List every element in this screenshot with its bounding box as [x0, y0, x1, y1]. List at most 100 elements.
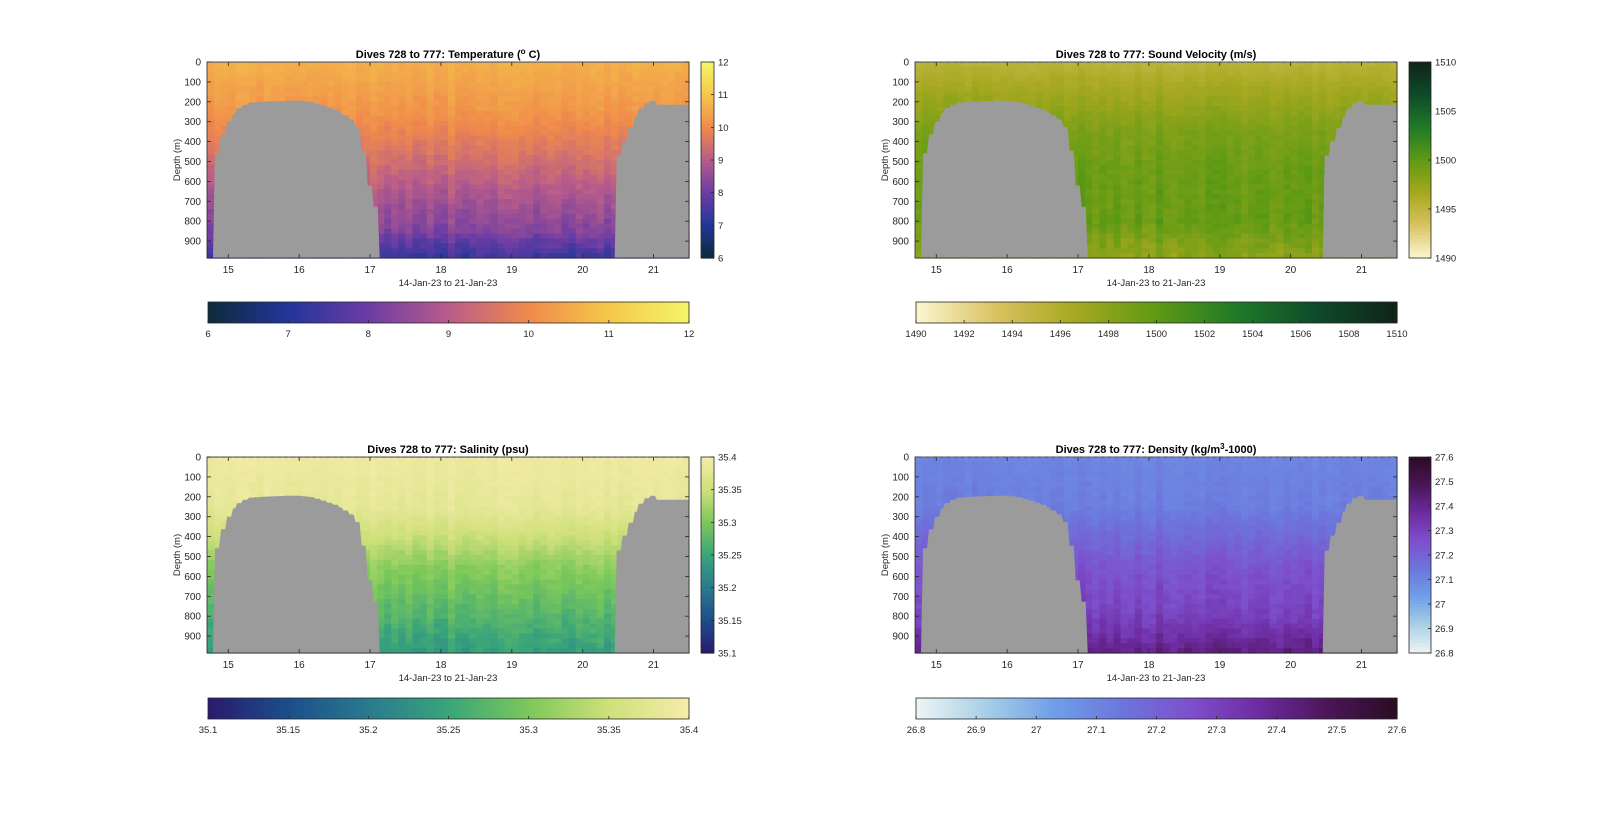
- heatmap-cell: [511, 238, 520, 244]
- heatmap-cell: [1127, 189, 1136, 195]
- heatmap-cell: [1184, 71, 1193, 78]
- heatmap-cell: [313, 91, 322, 97]
- heatmap-cell: [1212, 135, 1221, 141]
- heatmap-cell: [207, 120, 215, 127]
- colorbar-segment: [540, 302, 546, 323]
- heatmap-cell: [284, 86, 293, 92]
- heatmap-cell: [957, 91, 966, 97]
- heatmap-cell: [476, 135, 485, 141]
- heatmap-cell: [561, 81, 570, 88]
- heatmap-cell: [589, 150, 598, 156]
- heatmap-cell: [497, 155, 506, 161]
- heatmap-cell: [1099, 96, 1107, 102]
- colorbar-segment: [600, 302, 606, 323]
- heatmap-cell: [511, 115, 520, 122]
- heatmap-cell: [334, 96, 343, 102]
- colorbar-segment: [512, 302, 518, 323]
- heatmap-cell: [1170, 238, 1178, 244]
- heatmap-cell: [476, 125, 485, 132]
- heatmap-cell: [1085, 71, 1093, 78]
- heatmap-cell: [384, 233, 392, 239]
- heatmap-cell: [1099, 111, 1107, 117]
- heatmap-cell: [582, 184, 591, 190]
- heatmap-cell: [1255, 228, 1263, 235]
- heatmap-cell: [1120, 194, 1129, 200]
- heatmap-cell: [943, 86, 952, 92]
- heatmap-cell: [426, 169, 435, 176]
- heatmap-cell: [448, 194, 456, 200]
- heatmap-cell: [625, 76, 633, 83]
- heatmap-cell: [469, 62, 477, 68]
- heatmap-cell: [596, 204, 605, 210]
- heatmap-cell: [540, 218, 548, 225]
- heatmap-cell: [341, 96, 350, 102]
- heatmap-cell: [419, 223, 428, 230]
- heatmap-cell: [504, 155, 513, 161]
- colorbar-segment: [536, 302, 542, 323]
- heatmap-cell: [455, 106, 463, 112]
- heatmap-cell: [1127, 209, 1136, 215]
- heatmap-cell: [582, 62, 591, 68]
- heatmap-cell: [1241, 76, 1249, 83]
- heatmap-cell: [1014, 62, 1022, 68]
- heatmap-cell: [1148, 248, 1157, 254]
- heatmap-cell: [440, 194, 449, 200]
- heatmap-cell: [419, 86, 428, 92]
- heatmap-cell: [384, 125, 392, 132]
- heatmap-cell: [355, 86, 364, 92]
- heatmap-cell: [440, 91, 449, 97]
- heatmap-cell: [412, 135, 421, 141]
- colorbar-segment: [701, 238, 714, 243]
- heatmap-cell: [915, 106, 923, 112]
- heatmap-cell: [511, 218, 520, 225]
- heatmap-cell: [1163, 174, 1171, 181]
- heatmap-cell: [575, 150, 584, 156]
- heatmap-cell: [327, 76, 336, 83]
- heatmap-cell: [1141, 91, 1150, 97]
- heatmap-cell: [221, 76, 229, 83]
- heatmap-cell: [207, 66, 215, 73]
- heatmap-cell: [412, 184, 421, 190]
- heatmap-cell: [1099, 115, 1107, 122]
- heatmap-cell: [1255, 155, 1263, 161]
- heatmap-cell: [561, 238, 570, 244]
- heatmap-cell: [462, 228, 470, 235]
- heatmap-cell: [1148, 106, 1157, 112]
- heatmap-cell: [228, 66, 236, 73]
- heatmap-cell: [533, 233, 541, 239]
- heatmap-cell: [603, 62, 612, 68]
- heatmap-cell: [384, 106, 392, 112]
- heatmap-cell: [1085, 111, 1093, 117]
- heatmap-cell: [1106, 71, 1115, 78]
- y-tick-label: 700: [184, 197, 201, 208]
- heatmap-cell: [1042, 91, 1051, 97]
- colorbar-segment: [701, 212, 714, 217]
- heatmap-cell: [611, 66, 619, 73]
- heatmap-cell: [533, 76, 541, 83]
- heatmap-cell: [1085, 62, 1093, 68]
- heatmap-cell: [221, 71, 229, 78]
- heatmap-cell: [1092, 135, 1100, 141]
- colorbar-segment: [701, 97, 714, 102]
- heatmap-cell: [1113, 150, 1122, 156]
- heatmap-cell: [1262, 62, 1271, 68]
- heatmap-cell: [1092, 213, 1100, 220]
- heatmap-cell: [922, 150, 930, 156]
- heatmap-cell: [433, 96, 442, 102]
- heatmap-cell: [1134, 140, 1143, 146]
- heatmap-cell: [483, 194, 492, 200]
- colorbar-segment: [701, 140, 714, 145]
- heatmap-cell: [299, 91, 307, 97]
- heatmap-cell: [1233, 140, 1242, 146]
- heatmap-cell: [469, 213, 477, 220]
- heatmap-cell: [497, 150, 506, 156]
- heatmap-cell: [1191, 174, 1200, 181]
- colorbar-segment: [701, 68, 714, 73]
- heatmap-cell: [284, 91, 293, 97]
- heatmap-cell: [214, 106, 222, 112]
- heatmap-cell: [483, 66, 492, 73]
- heatmap-cell: [582, 223, 591, 230]
- colorbar-segment: [701, 150, 714, 155]
- heatmap-cell: [504, 145, 513, 151]
- heatmap-cell: [1127, 223, 1136, 230]
